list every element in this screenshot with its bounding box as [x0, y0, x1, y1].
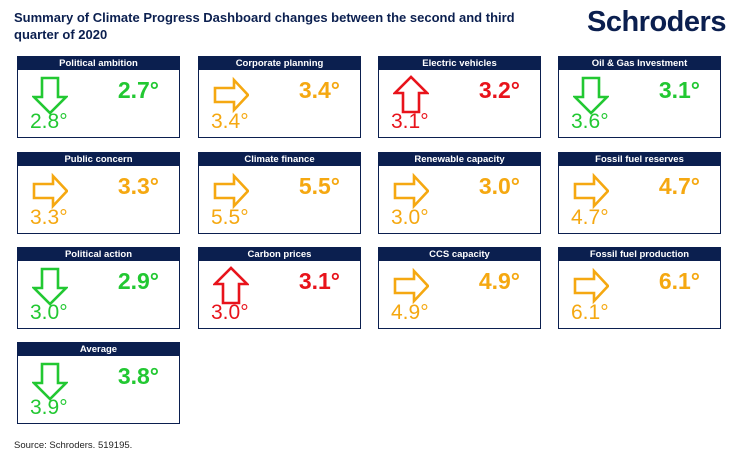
current-temperature: 6.1° [658, 268, 700, 294]
indicator-name: Political action [18, 248, 179, 261]
current-temperature: 3.0° [478, 173, 520, 199]
trend-arrow-down-icon [32, 76, 68, 115]
indicator-name: Average [18, 343, 179, 356]
current-temperature: 2.9° [117, 268, 159, 294]
current-temperature: 2.7° [117, 77, 159, 103]
trend-arrow-up-icon [213, 266, 249, 305]
previous-temperature: 3.3° [30, 206, 68, 229]
previous-temperature: 3.4° [211, 110, 249, 133]
trend-arrow-flat-icon [213, 172, 249, 210]
current-temperature: 4.7° [658, 173, 700, 199]
indicator-card: Oil & Gas Investment 3.1° 3.6° [558, 56, 721, 138]
trend-arrow-flat-icon [32, 172, 68, 210]
previous-temperature: 3.1° [391, 110, 429, 133]
previous-temperature: 4.7° [571, 206, 609, 229]
previous-temperature: 4.9° [391, 301, 429, 324]
previous-temperature: 3.0° [391, 206, 429, 229]
current-temperature: 3.1° [298, 268, 340, 294]
indicator-card: Renewable capacity 3.0° 3.0° [378, 152, 541, 234]
indicator-card: CCS capacity 4.9° 4.9° [378, 247, 541, 329]
current-temperature: 5.5° [298, 173, 340, 199]
previous-temperature: 2.8° [30, 110, 68, 133]
indicator-name: Public concern [18, 153, 179, 166]
trend-arrow-flat-icon [573, 267, 609, 305]
current-temperature: 3.2° [478, 77, 520, 103]
trend-arrow-flat-icon [393, 172, 429, 210]
current-temperature: 3.4° [298, 77, 340, 103]
indicator-name: Climate finance [199, 153, 360, 166]
indicator-card: Average 3.8° 3.9° [17, 342, 180, 424]
indicator-card: Climate finance 5.5° 5.5° [198, 152, 361, 234]
indicator-card: Electric vehicles 3.2° 3.1° [378, 56, 541, 138]
indicator-name: Political ambition [18, 57, 179, 70]
indicator-name: Electric vehicles [379, 57, 540, 70]
indicator-card: Public concern 3.3° 3.3° [17, 152, 180, 234]
current-temperature: 3.1° [658, 77, 700, 103]
indicator-card: Fossil fuel reserves 4.7° 4.7° [558, 152, 721, 234]
previous-temperature: 3.9° [30, 396, 68, 419]
indicator-card: Fossil fuel production 6.1° 6.1° [558, 247, 721, 329]
source-note: Source: Schroders. 519195. [14, 440, 133, 451]
indicator-card: Political action 2.9° 3.0° [17, 247, 180, 329]
indicator-card: Political ambition 2.7° 2.8° [17, 56, 180, 138]
current-temperature: 3.3° [117, 173, 159, 199]
indicator-card: Corporate planning 3.4° 3.4° [198, 56, 361, 138]
indicator-name: Carbon prices [199, 248, 360, 261]
schroders-logo: Schroders [587, 6, 726, 38]
current-temperature: 3.8° [117, 363, 159, 389]
indicator-name: Fossil fuel reserves [559, 153, 720, 166]
previous-temperature: 6.1° [571, 301, 609, 324]
trend-arrow-down-icon [32, 267, 68, 306]
trend-arrow-up-icon [393, 75, 429, 114]
indicator-name: CCS capacity [379, 248, 540, 261]
previous-temperature: 3.0° [30, 301, 68, 324]
trend-arrow-flat-icon [393, 267, 429, 305]
indicator-name: Renewable capacity [379, 153, 540, 166]
indicator-name: Fossil fuel production [559, 248, 720, 261]
trend-arrow-down-icon [32, 362, 68, 401]
previous-temperature: 5.5° [211, 206, 249, 229]
trend-arrow-down-icon [573, 76, 609, 115]
indicator-name: Corporate planning [199, 57, 360, 70]
indicator-card: Carbon prices 3.1° 3.0° [198, 247, 361, 329]
trend-arrow-flat-icon [573, 172, 609, 210]
current-temperature: 4.9° [478, 268, 520, 294]
previous-temperature: 3.0° [211, 301, 249, 324]
dashboard-title: Summary of Climate Progress Dashboard ch… [14, 10, 515, 42]
trend-arrow-flat-icon [213, 76, 249, 114]
indicator-name: Oil & Gas Investment [559, 57, 720, 70]
previous-temperature: 3.6° [571, 110, 609, 133]
